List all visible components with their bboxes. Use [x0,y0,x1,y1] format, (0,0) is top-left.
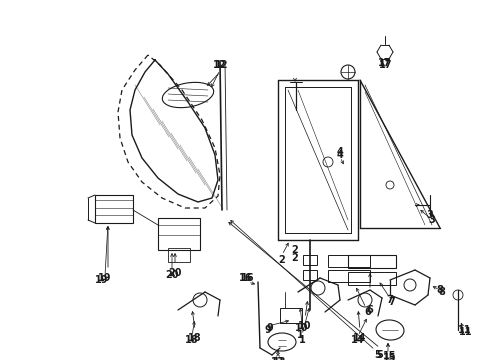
Text: 17: 17 [379,60,393,70]
Bar [303,255,317,265]
Text: 5: 5 [377,350,383,360]
Text: 3: 3 [427,210,433,220]
Text: 14: 14 [351,335,365,345]
Text: 4: 4 [337,150,343,160]
Text: 9: 9 [267,323,273,333]
Text: 9: 9 [265,325,271,335]
Text: 16: 16 [239,273,253,283]
Text: 18: 18 [188,333,202,343]
Text: 20: 20 [168,268,182,278]
Text: 12: 12 [213,60,227,70]
Text: 16: 16 [241,273,255,283]
Text: 7: 7 [387,295,393,305]
Text: 11: 11 [458,325,472,335]
Text: 8: 8 [437,285,443,295]
Text: 1: 1 [298,335,305,345]
Bar [280,308,302,323]
Text: 20: 20 [165,270,179,280]
Text: 6: 6 [367,305,373,315]
Text: 1: 1 [296,330,303,340]
Bar [158,218,200,250]
Text: 4: 4 [337,147,343,157]
Text: 3: 3 [429,215,436,225]
Text: 2: 2 [292,245,298,255]
Text: 11: 11 [459,327,473,337]
Text: 10: 10 [298,321,312,331]
Bar [348,272,396,285]
Text: 10: 10 [295,323,309,333]
Text: 8: 8 [439,287,445,297]
Text: 14: 14 [353,333,367,343]
Text: 19: 19 [98,273,112,283]
Bar [95,195,133,223]
Bar [328,255,370,267]
Bar [303,270,317,280]
Text: 2: 2 [279,255,285,265]
Bar [168,248,190,262]
Text: 12: 12 [215,60,229,70]
Text: 2: 2 [292,253,298,263]
Text: 15: 15 [383,351,397,360]
Text: 6: 6 [365,307,371,317]
Text: 5: 5 [375,350,381,360]
Bar [328,270,370,282]
Bar [348,255,396,268]
Text: 13: 13 [271,357,285,360]
Text: 13: 13 [273,357,287,360]
Text: 17: 17 [378,58,392,68]
Text: 18: 18 [185,335,199,345]
Text: 7: 7 [389,297,395,307]
Text: 19: 19 [95,275,109,285]
Text: 15: 15 [383,353,397,360]
